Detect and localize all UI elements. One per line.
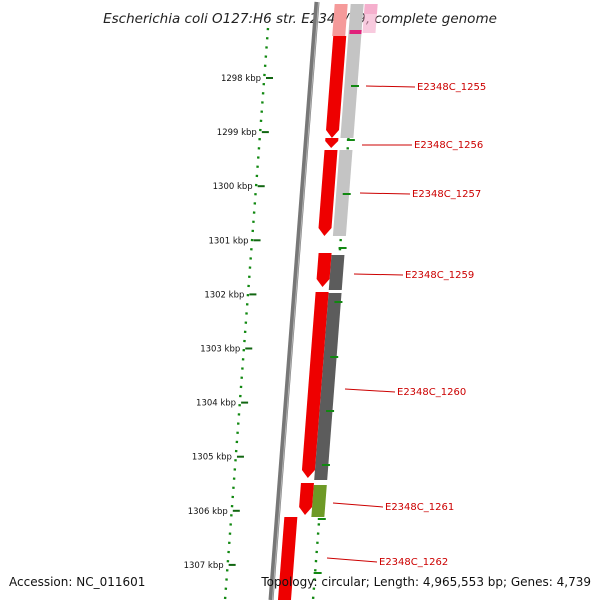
backbone-line [268,1,320,600]
scale-tick-label: 1301 kbp [208,236,248,246]
scale-tick-label: 1300 kbp [213,182,253,192]
gene-labels: E2348C_1255 E2348C_1256 E2348C_1257 E2348C_… [326,82,486,568]
blast-hit-segment-3 [340,4,364,138]
cds-arrow-6 [299,483,314,515]
cds-arrow-1 [326,36,347,138]
gene-leader-line [332,502,384,508]
blast-hit-marker [349,30,362,34]
gene-leader-line [344,388,396,393]
gene-label: E2348C_1256 [414,140,483,151]
gene-label: E2348C_1260 [397,387,466,398]
blast-hit-track [311,4,378,517]
gene-label: E2348C_1261 [385,502,454,513]
cds-arrow-2 [325,138,339,148]
gc-dotted-track-outer [223,27,270,600]
blast-hit-segment-6 [314,293,342,480]
scale-tick-label: 1304 kbp [196,399,236,409]
scale-tick-label: 1298 kbp [221,74,261,84]
cds-arrow-5 [301,292,329,478]
blast-hit-segment-2 [362,14,377,33]
genome-backbone [268,1,320,600]
genome-summary-text: Topology: circular; Length: 4,965,553 bp… [260,575,591,589]
gene-leader-line [365,85,416,88]
gene-leader-line [326,557,378,563]
blast-hit-segment-7 [311,485,327,517]
cds-segment-top [332,4,348,36]
blast-hit-segment-4 [332,150,353,236]
gene-label: E2348C_1262 [379,557,448,568]
gene-label: E2348C_1259 [405,270,474,281]
gene-leader-line [353,273,404,276]
gene-label: E2348C_1257 [412,189,481,200]
map-title: Escherichia coli O127:H6 str. E2348/69, … [103,11,497,27]
cds-arrow-4 [316,253,332,287]
blast-hit-segment-1 [363,4,378,14]
gene-label: E2348C_1255 [417,82,486,93]
scale-tick-label: 1307 kbp [184,561,224,571]
cds-arrow-3 [318,150,338,236]
scale-ticks: 1298 kbp 1299 kbp 1300 kbp 1301 kbp 1302 kbp… [184,74,359,574]
scale-tick-label: 1303 kbp [200,345,240,355]
scale-tick-label: 1299 kbp [217,128,257,138]
scale-tick-label: 1305 kbp [192,453,232,463]
backbone-highlight [272,1,319,600]
scale-tick-label: 1302 kbp [204,290,244,300]
cds-track [277,4,348,600]
scale-tick-label: 1306 kbp [188,507,228,517]
blast-hit-segment-5 [328,255,345,290]
accession-text: Accession: NC_011601 [9,575,145,589]
cds-arrow-7 [277,517,298,600]
gene-leader-line [359,192,411,195]
